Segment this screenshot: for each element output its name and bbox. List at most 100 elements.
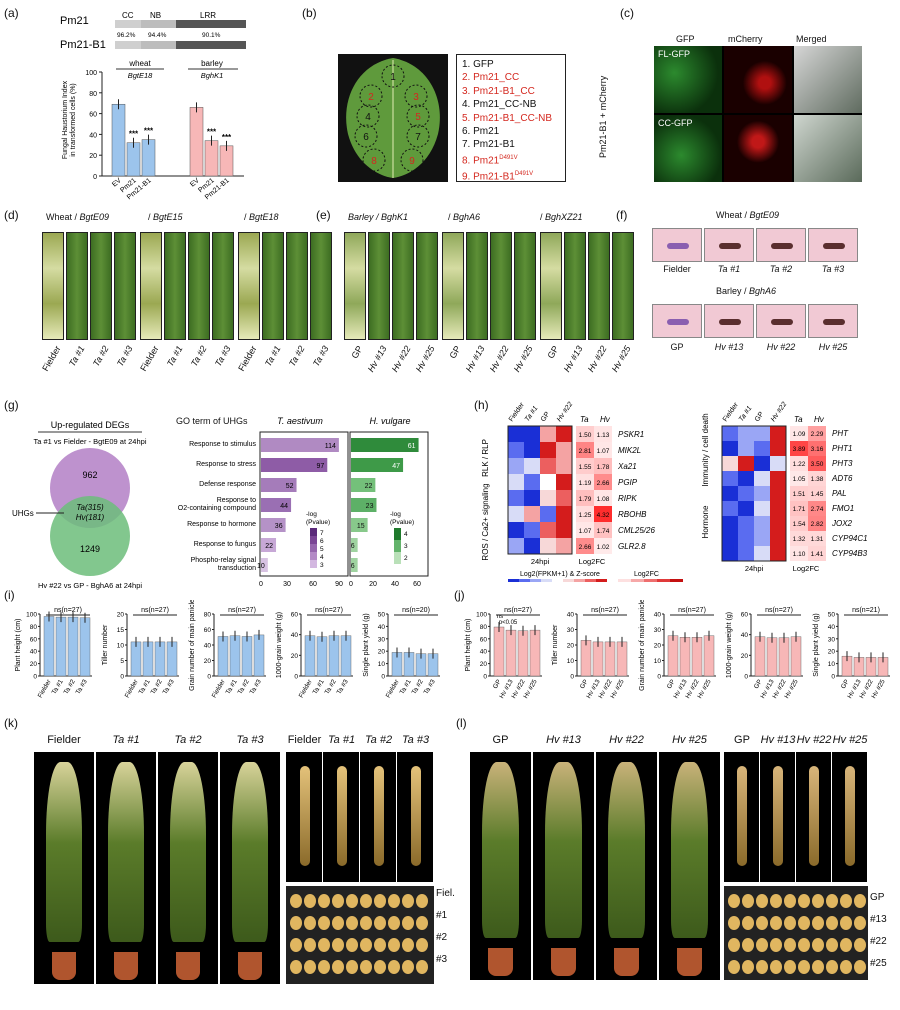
- x-tick-label: Ta #3: [75, 678, 89, 696]
- heatmap-cell: [524, 538, 540, 554]
- significance-mark: ***: [144, 127, 154, 136]
- plant-photo: [596, 752, 657, 980]
- grain: [854, 938, 866, 952]
- x-tick-label: Ta #3: [336, 678, 350, 696]
- fc-value: 1.78: [597, 464, 610, 471]
- fc-value: 1.55: [579, 464, 592, 471]
- panel-l-label: (l): [456, 716, 467, 730]
- go-bar-ta: [261, 538, 277, 552]
- leaf-segment: [612, 232, 634, 340]
- bar: [679, 637, 691, 677]
- y-tick-label: 0: [93, 174, 97, 181]
- legend-value-hv: 3: [404, 543, 408, 550]
- wheat-leaf-labels: Fielder Ta #1 Ta #2 Ta #3 Fielder Ta #1 Ta #2 T…: [40, 342, 334, 373]
- leaf-drawing: 1 2 3 4 5 6 7 8 9: [346, 58, 440, 178]
- y-tick-label: 40: [30, 649, 38, 656]
- panel-e-header-3: / BghXZ21: [540, 212, 583, 222]
- go-bar-ta: [261, 558, 268, 572]
- y-tick-label: 60: [89, 112, 97, 119]
- haustorium-bar-chart: Fungal Haustorium Index in transformed ce…: [62, 59, 244, 200]
- spike-photo: [760, 752, 795, 882]
- grain: [388, 894, 400, 908]
- bar: [604, 641, 616, 677]
- grain: [784, 894, 796, 908]
- heatmap-cell: [540, 426, 556, 442]
- go-term-label: Phospho-relay signal: [191, 557, 257, 564]
- y-axis-label: 1000-grain weight (g): [726, 612, 733, 678]
- y-axis-label-2: in transformed cells (%): [70, 83, 77, 157]
- spot-number: 7: [415, 132, 421, 143]
- panel-a-domain-diagram: Pm21 Pm21-B1 CC NB LRR 96.2% 94.4% 90.1%: [60, 11, 246, 51]
- heatmap-col-label: Hv #22: [770, 401, 789, 423]
- gene-label: PGIP: [618, 478, 638, 487]
- heatmap-cell: [524, 522, 540, 538]
- legend-fc-swatch: [618, 579, 631, 582]
- ns-label: ns(n=20): [402, 607, 430, 614]
- go-count-ta: 44: [280, 503, 288, 510]
- stain-image: [756, 228, 806, 262]
- confocal-grid: FL-GFP CC-GFP: [654, 46, 862, 182]
- y-tick-label: 40: [654, 612, 662, 619]
- heatmap-col-label: Hv #22: [556, 401, 575, 423]
- y-tick-label: 80: [89, 91, 97, 98]
- gene-label: RBOHB: [618, 510, 647, 519]
- venn-diagram: Up-regulated DEGs Ta #1 vs Fielder - BgtE…: [12, 420, 147, 590]
- grain: [332, 894, 344, 908]
- stain-image: [756, 304, 806, 338]
- heatmap-cell: [738, 531, 754, 546]
- venn-overlap-ta: Ta(315): [76, 503, 104, 512]
- fc-cell: [594, 538, 612, 554]
- x-tick-ta: 30: [283, 581, 291, 588]
- fc-value: 1.10: [793, 551, 806, 558]
- plant-label: Fielder: [47, 734, 81, 746]
- x-tick-label: Ta #3: [249, 678, 263, 696]
- go-count-ta: 114: [325, 443, 336, 450]
- fc-cell: [576, 490, 594, 506]
- plant-label: Hv #22: [609, 734, 644, 746]
- bar: [217, 636, 229, 677]
- y-tick-label: 100: [26, 612, 37, 619]
- venn-top-label: Ta #1 vs Fielder - BgtE09 at 24hpi: [34, 437, 147, 446]
- go-term-label: Response to hormone: [187, 521, 256, 528]
- fc-value: 1.19: [579, 480, 592, 487]
- fc-value: 1.08: [597, 496, 610, 503]
- x-tick-label: GP: [579, 679, 590, 691]
- grain-row-label: #2: [436, 932, 448, 943]
- heatmap-cell: [770, 456, 786, 471]
- leaf-segment: [310, 232, 332, 340]
- stain-image: [808, 304, 858, 338]
- grain: [728, 916, 740, 930]
- domain-row-pm21: Pm21: [60, 15, 89, 27]
- barley-leaves-row: [344, 232, 636, 340]
- gene-label: ADT6: [831, 474, 853, 483]
- infiltration-spot: [404, 84, 428, 108]
- heatmap-cell: [722, 546, 738, 561]
- y-tick-label: 60: [480, 636, 488, 643]
- plant-body: [108, 762, 144, 942]
- go-count-ta: 36: [275, 523, 283, 530]
- x-tick-label: Fielder: [385, 678, 401, 699]
- spike: [373, 766, 384, 866]
- bar: [766, 637, 778, 677]
- go-count-hv: 22: [365, 483, 373, 490]
- time-label: 24hpi: [745, 564, 764, 573]
- fc-value: 1.13: [597, 432, 610, 439]
- bar: [304, 635, 316, 677]
- grain: [346, 894, 358, 908]
- spot-number: 6: [363, 132, 369, 143]
- grain: [798, 916, 810, 930]
- domain-nb: NB: [150, 11, 161, 20]
- go-count-hv: 6: [351, 563, 355, 570]
- plant-body: [671, 762, 708, 938]
- stain-image: [808, 228, 858, 262]
- legend-swatch-ta: [310, 544, 317, 552]
- y-tick-label: 0: [207, 674, 211, 681]
- spike-photo: [796, 752, 831, 882]
- go-term-label: Response to fungus: [194, 541, 257, 548]
- bar: [241, 636, 253, 677]
- panel-j-label: (j): [454, 588, 465, 602]
- leaf-segment: [66, 232, 88, 340]
- x-tick-label: Fielder: [211, 678, 227, 699]
- grain: [402, 916, 414, 930]
- legend-title-hv: -log: [390, 511, 401, 518]
